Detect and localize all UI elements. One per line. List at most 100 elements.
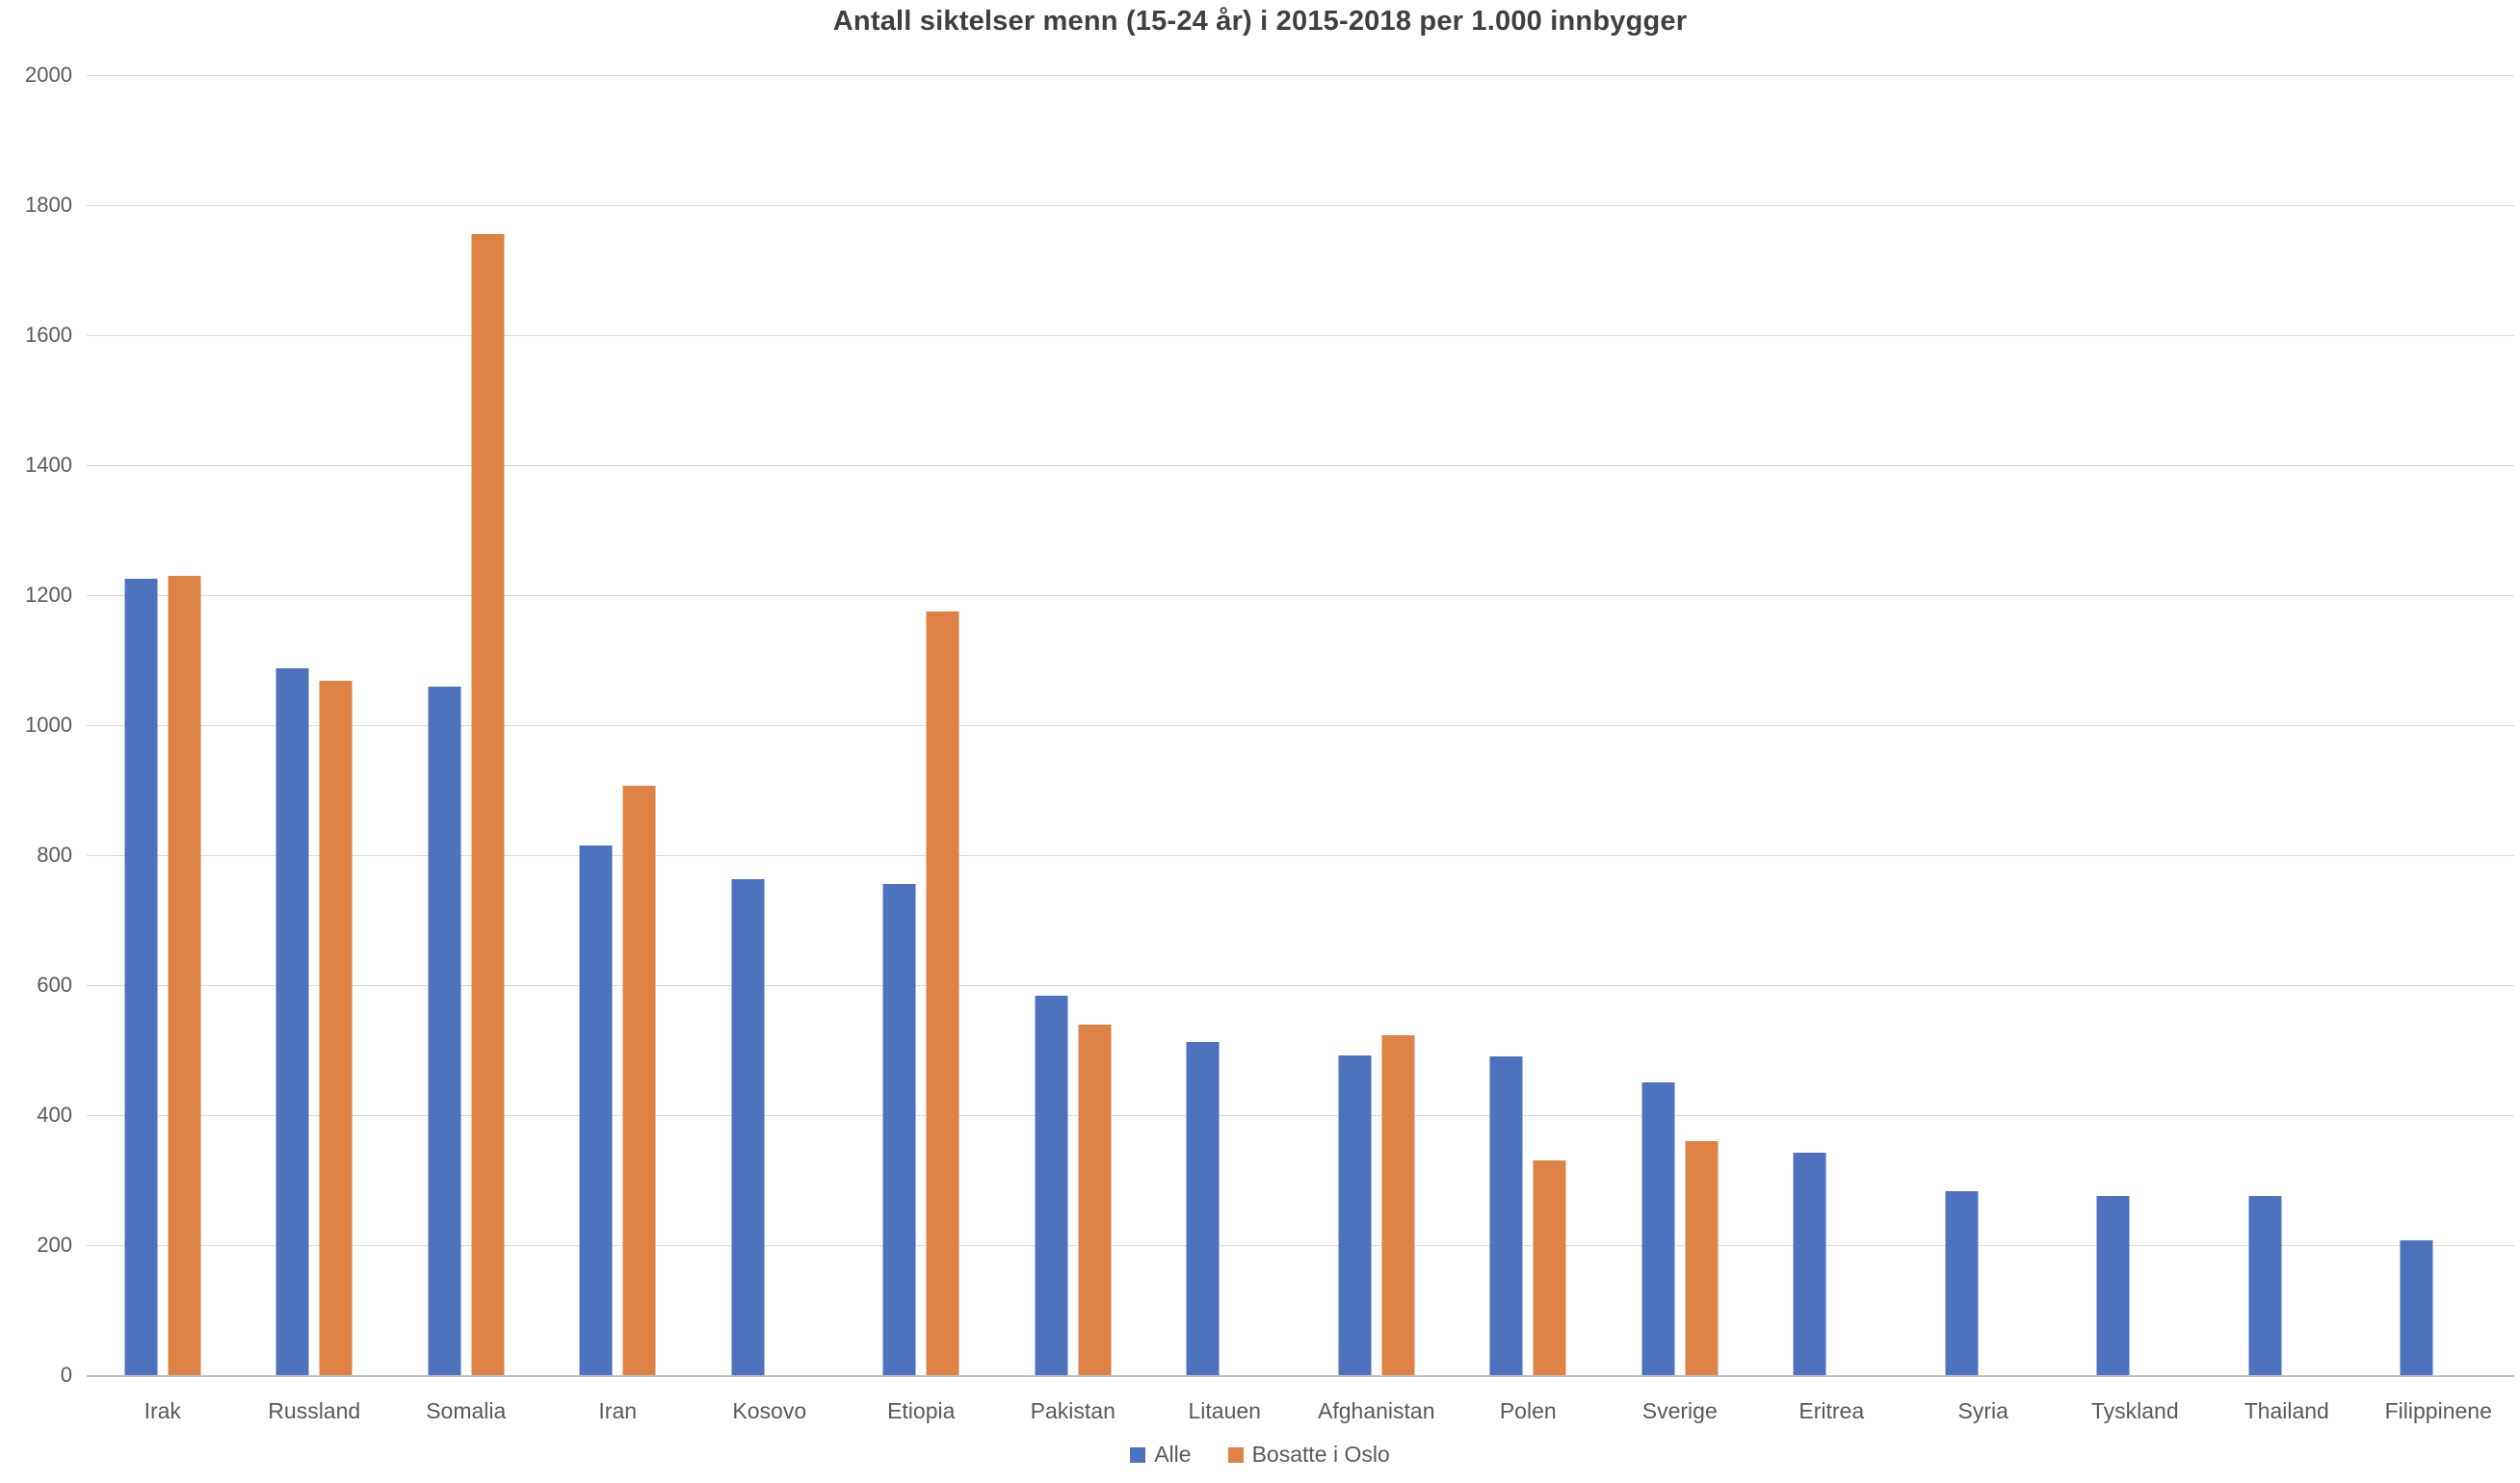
bar-pair xyxy=(1035,75,1112,1375)
x-label-irak: Irak xyxy=(144,1398,181,1423)
plot-area: 0 200 400 600 800 1000 1200 1400 1600 1800 2000 xyxy=(25,63,2515,1387)
y-tick-label-1200: 1200 xyxy=(25,583,72,607)
bar-pair xyxy=(579,75,656,1375)
bar-somalia-bosatte-i-oslo xyxy=(471,233,505,1375)
x-axis-line xyxy=(87,1375,2514,1377)
x-label-etiopia: Etiopia xyxy=(887,1398,956,1423)
bar-pair xyxy=(428,75,505,1375)
category-slot-iran xyxy=(542,75,695,1375)
gridline-1800 xyxy=(87,205,2514,206)
x-label-russland: Russland xyxy=(268,1398,361,1423)
bar-pakistan-alle xyxy=(1035,995,1068,1375)
y-tick-label-1000: 1000 xyxy=(25,713,72,737)
legend-swatch-icon xyxy=(1227,1446,1244,1463)
bar-pair xyxy=(2248,75,2324,1375)
category-slot-polen xyxy=(1453,75,1605,1375)
bar-eritrea-alle xyxy=(1793,1153,1826,1375)
gridline-200 xyxy=(87,1245,2514,1246)
gridline-800 xyxy=(87,855,2514,856)
bar-filippinene-alle xyxy=(2400,1239,2433,1375)
x-label-pakistan: Pakistan xyxy=(1030,1398,1116,1423)
legend-item-alle: Alle xyxy=(1130,1442,1192,1468)
y-tick-label-600: 600 xyxy=(37,973,72,997)
bar-irak-alle xyxy=(124,579,158,1375)
bar-pair xyxy=(1945,75,2021,1375)
category-slot-russland xyxy=(239,75,391,1375)
x-label-afghanistan: Afghanistan xyxy=(1318,1398,1435,1423)
gridline-1000 xyxy=(87,725,2514,726)
x-label-kosovo: Kosovo xyxy=(732,1398,807,1423)
y-tick-label-2000: 2000 xyxy=(25,63,72,87)
y-tick-label-0: 0 xyxy=(60,1363,72,1387)
bar-iran-bosatte-i-oslo xyxy=(622,785,656,1375)
bar-pair xyxy=(276,75,353,1375)
x-label-eritrea: Eritrea xyxy=(1798,1398,1865,1423)
bar-pair xyxy=(731,75,807,1375)
bar-syria-alle xyxy=(1945,1190,1979,1375)
bar-pair xyxy=(2096,75,2173,1375)
gridline-1200 xyxy=(87,595,2514,596)
category-slot-eritrea xyxy=(1756,75,1908,1375)
y-tick-label-400: 400 xyxy=(37,1103,72,1127)
gridline-1600 xyxy=(87,335,2514,336)
y-tick-label-1400: 1400 xyxy=(25,453,72,477)
x-label-thailand: Thailand xyxy=(2244,1398,2329,1423)
bar-pair xyxy=(124,75,201,1375)
x-label-sverige: Sverige xyxy=(1641,1398,1718,1423)
bar-pair xyxy=(1489,75,1566,1375)
bar-russland-bosatte-i-oslo xyxy=(319,681,353,1375)
bar-pair xyxy=(1641,75,1719,1375)
y-tick-label-1600: 1600 xyxy=(25,323,72,347)
category-slot-litauen xyxy=(1149,75,1301,1375)
category-slot-thailand xyxy=(2211,75,2363,1375)
bar-polen-alle xyxy=(1489,1056,1523,1375)
category-slot-filippinene xyxy=(2363,75,2515,1375)
bar-iran-alle xyxy=(579,845,613,1375)
x-label-filippinene: Filippinene xyxy=(2384,1398,2492,1423)
category-slot-tyskland xyxy=(2060,75,2212,1375)
legend-swatch-icon xyxy=(1130,1446,1146,1463)
bar-irak-bosatte-i-oslo xyxy=(168,575,201,1375)
bar-pair xyxy=(2400,75,2477,1375)
bar-pakistan-bosatte-i-oslo xyxy=(1078,1025,1112,1375)
category-slot-somalia xyxy=(390,75,542,1375)
bar-thailand-alle xyxy=(2248,1195,2282,1375)
category-slot-sverige xyxy=(1604,75,1756,1375)
gridline-1400 xyxy=(87,465,2514,466)
bar-etiopia-alle xyxy=(882,883,916,1375)
bar-pair xyxy=(1793,75,1870,1375)
gridline-2000 xyxy=(87,75,2514,76)
category-slot-afghanistan xyxy=(1300,75,1453,1375)
bar-pair xyxy=(1186,75,1263,1375)
bar-etiopia-bosatte-i-oslo xyxy=(926,611,959,1375)
gridline-600 xyxy=(87,985,2514,986)
bar-sverige-alle xyxy=(1641,1081,1675,1375)
category-slot-pakistan xyxy=(997,75,1149,1375)
bar-somalia-alle xyxy=(428,686,461,1375)
x-label-somalia: Somalia xyxy=(426,1398,507,1423)
y-tick-label-800: 800 xyxy=(37,843,72,867)
x-label-iran: Iran xyxy=(598,1398,638,1423)
bar-pair xyxy=(1338,75,1415,1375)
bar-pair xyxy=(882,75,959,1375)
bar-polen-bosatte-i-oslo xyxy=(1533,1160,1566,1375)
y-tick-label-200: 200 xyxy=(37,1233,72,1257)
bar-afghanistan-alle xyxy=(1338,1054,1372,1375)
chart-title: Antall siktelser menn (15-24 år) i 2015-… xyxy=(832,6,1688,37)
category-slot-irak xyxy=(87,75,239,1375)
gridline-400 xyxy=(87,1115,2514,1116)
category-slot-etiopia xyxy=(846,75,998,1375)
y-tick-label-1800: 1800 xyxy=(25,193,72,217)
legend-item-bosatte-i-oslo: Bosatte i Oslo xyxy=(1227,1442,1390,1468)
legend-label: Alle xyxy=(1154,1442,1192,1467)
bar-tyskland-alle xyxy=(2096,1195,2130,1375)
bar-afghanistan-bosatte-i-oslo xyxy=(1381,1034,1415,1375)
x-label-polen: Polen xyxy=(1499,1398,1557,1423)
x-axis-labels: Irak Russland Somalia Iran Kosovo Etiopia Paki… xyxy=(87,1394,2514,1427)
bar-sverige-bosatte-i-oslo xyxy=(1685,1141,1719,1375)
x-label-tyskland: Tyskland xyxy=(2090,1398,2179,1423)
x-label-litauen: Litauen xyxy=(1188,1398,1261,1423)
x-label-syria: Syria xyxy=(1957,1398,2008,1423)
bar-litauen-alle xyxy=(1186,1042,1220,1375)
